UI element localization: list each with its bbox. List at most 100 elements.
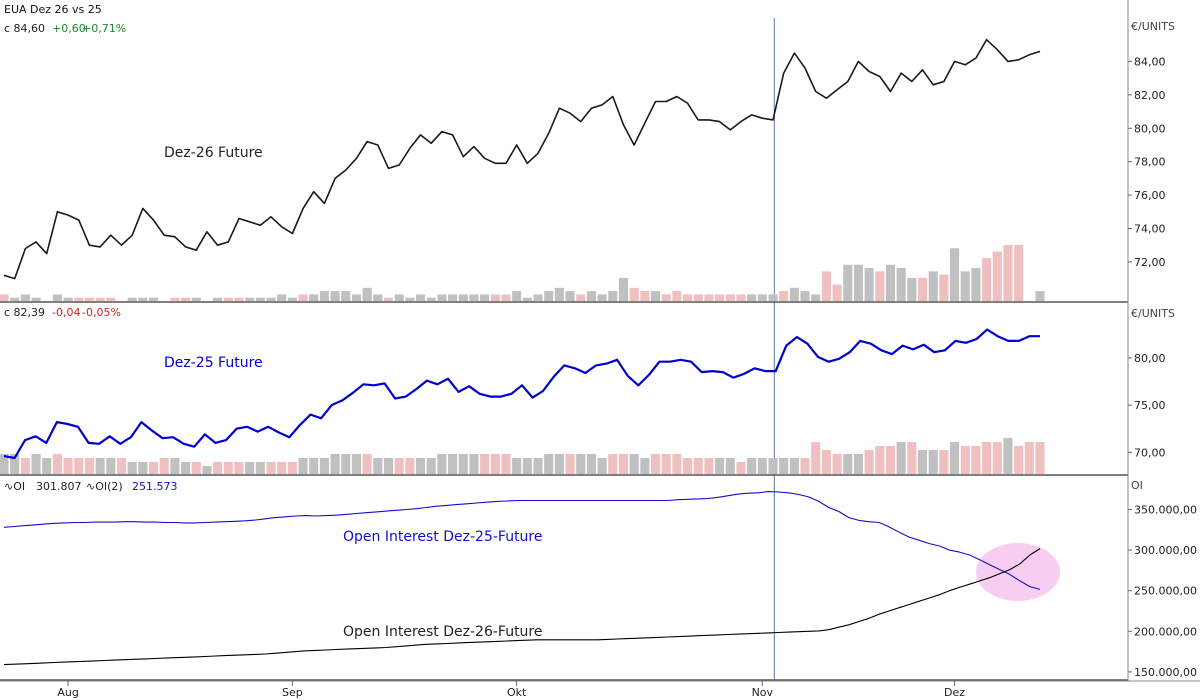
volume-bar: [234, 462, 244, 474]
series-annotation: Open Interest Dez-26-Future: [343, 624, 543, 640]
volume-bar: [982, 442, 992, 474]
volume-bar: [20, 458, 30, 474]
volume-bar: [458, 454, 468, 474]
series-line: [3, 328, 1040, 460]
volume-bar: [501, 294, 511, 301]
volume-bar: [213, 462, 223, 474]
volume-bar: [437, 454, 447, 474]
volume-bar: [597, 294, 607, 301]
volume-bar: [597, 458, 607, 474]
volume-bar: [127, 297, 137, 301]
volume-bar: [725, 458, 735, 474]
volume-bar: [544, 454, 554, 474]
volume-bar: [768, 458, 778, 474]
volume-bar: [875, 271, 885, 301]
volume-bar: [992, 251, 1002, 301]
y-tick-label: 300.000,00: [1134, 544, 1197, 557]
volume-bar: [971, 446, 981, 474]
volume-bar: [330, 454, 340, 474]
volume-bar: [843, 264, 853, 301]
volume-bar: [191, 297, 201, 301]
volume-bar: [448, 294, 458, 301]
volume-bar: [586, 454, 596, 474]
volume-bar: [725, 294, 735, 301]
crossover-highlight: [976, 543, 1060, 602]
series-line: [3, 548, 1041, 666]
volume-bar: [170, 458, 180, 474]
volume-bar: [148, 462, 159, 474]
volume-bar: [864, 268, 874, 301]
volume-bar: [405, 297, 415, 301]
volume-bar: [373, 294, 383, 301]
y-tick-label: 80,00: [1134, 352, 1166, 365]
volume-bar: [917, 277, 928, 301]
volume-bar: [170, 297, 180, 301]
y-tick-label: 76,00: [1134, 189, 1166, 202]
x-tick-label: Nov: [752, 686, 774, 699]
volume-bar: [715, 458, 725, 474]
volume-bar: [885, 264, 896, 301]
volume-bar: [309, 294, 319, 301]
volume-bar: [480, 454, 490, 474]
volume-bar: [950, 248, 960, 301]
volume-bar: [394, 458, 404, 474]
volume-bar: [683, 294, 693, 301]
change-pct-value: +0,71%: [82, 22, 126, 35]
volume-bar: [917, 450, 928, 474]
volume-bar: [1024, 442, 1034, 474]
volume-bar: [843, 454, 853, 474]
volume-bar: [640, 458, 650, 474]
volume-bar: [896, 268, 906, 301]
series-line: [3, 491, 1041, 590]
volume-bar: [458, 294, 468, 301]
volume-bar: [1035, 442, 1045, 474]
volume-bar: [1003, 438, 1013, 474]
volume-bar: [490, 294, 500, 301]
volume-bar: [277, 462, 287, 474]
volume-bar: [565, 291, 575, 301]
volume-bar: [971, 268, 981, 301]
volume-bar: [736, 294, 746, 301]
volume-bar: [640, 291, 650, 301]
volume-bar: [116, 458, 127, 474]
volume-bar: [42, 458, 52, 474]
volume-bar: [1014, 446, 1024, 474]
x-tick-label: Dez: [944, 686, 965, 699]
volume-bar: [811, 294, 821, 301]
y-tick-label: 250.000,00: [1134, 585, 1197, 598]
volume-bar: [853, 264, 863, 301]
volume-bar: [650, 454, 661, 474]
volume-bar: [928, 450, 938, 474]
volume-bar: [106, 458, 116, 474]
x-tick-label: Sep: [282, 686, 303, 699]
volume-bar: [661, 454, 671, 474]
volume-bar: [159, 458, 169, 474]
volume-bar: [223, 462, 233, 474]
close-value: c 84,60: [4, 22, 45, 35]
volume-bar: [779, 291, 789, 301]
volume-bar: [1014, 245, 1024, 301]
volume-bar: [586, 291, 596, 301]
volume-bar: [52, 454, 62, 474]
volume-bar: [800, 291, 810, 301]
volume-bar: [245, 462, 255, 474]
volume-bar: [298, 294, 308, 301]
volume-bar: [383, 458, 394, 474]
series-annotation: Dez-26 Future: [164, 145, 263, 161]
volume-bar: [618, 277, 629, 301]
volume-bar: [341, 454, 351, 474]
volume-bar: [1003, 245, 1013, 301]
volume-bar: [202, 466, 212, 474]
oi-value: 301.807: [36, 480, 82, 493]
volume-bar: [191, 462, 201, 474]
volume-bar: [469, 454, 479, 474]
y-tick-label: 150.000,00: [1134, 666, 1197, 679]
volume-bar: [10, 454, 20, 474]
volume-bar: [768, 294, 778, 301]
volume-bar: [426, 297, 436, 301]
volume-bar: [330, 291, 340, 301]
close-value: c 82,39: [4, 306, 45, 319]
change-value: -0,04: [52, 306, 80, 319]
volume-bar: [757, 294, 767, 301]
